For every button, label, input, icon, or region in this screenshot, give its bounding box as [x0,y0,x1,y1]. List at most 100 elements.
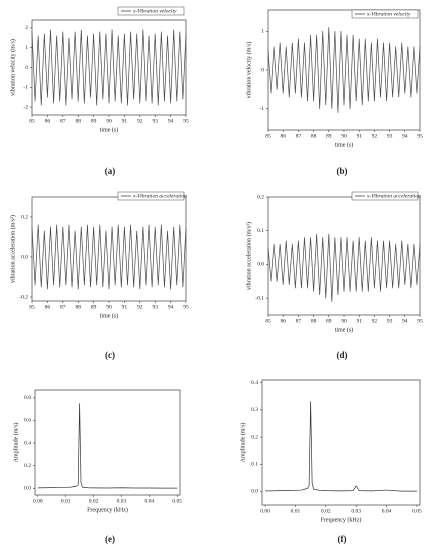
y-tick-label: 0.2 [257,194,264,200]
x-tick-label: 86 [280,133,286,139]
x-tick-label: 88 [311,133,317,139]
y-tick-label: 0.1 [257,228,264,234]
x-tick-label: 0.05 [412,508,422,514]
x-tick-label: 87 [60,118,66,124]
y-tick-label: 0.3 [251,407,258,413]
x-tick-label: 0.03 [351,508,361,514]
x-tick-label: 92 [372,133,378,139]
panel: 0.00 0.01 0.02 0.03 0.04 0.05 0.0 0.2 0.4 0.6 0.8 F… [12,389,182,544]
y-axis-label: Amplitude (m/s) [12,423,19,463]
y-tick-label: 0.0 [257,262,264,268]
signal-line [265,401,417,492]
x-axis-label: time (s) [335,326,354,333]
legend-label: x-Vibration velocity [366,12,411,18]
x-tick-label: 85 [265,318,271,324]
x-tick-label: 85 [29,304,35,310]
x-tick-label: 88 [75,118,81,124]
x-tick-label: 93 [152,304,158,310]
x-tick-label: 90 [106,118,112,124]
signal-line [37,403,178,489]
y-tick-label: 0.2 [251,434,258,440]
y-axis-label: vibration velocity (m/s) [9,39,16,96]
legend-box [117,6,185,16]
x-tick-label: 90 [341,318,347,324]
x-tick-label: 85 [29,118,35,124]
y-tick-label: -0.2 [19,294,28,300]
legend-label: x-Vibration acceleration [366,194,421,200]
x-tick-label: 92 [137,304,143,310]
y-axis-label: vibration acceleration (m/s²) [9,215,16,283]
x-tick-label: 95 [417,318,423,324]
x-tick-label: 86 [45,118,51,124]
x-tick-label: 0.04 [382,508,392,514]
plot-frame [261,379,421,506]
x-tick-label: 90 [106,304,112,310]
x-tick-label: 90 [341,133,347,139]
panel-caption: (b) [337,166,348,176]
legend-box [117,191,185,201]
x-tick-label: 0.03 [117,498,127,504]
x-tick-label: 93 [387,318,393,324]
panel-caption: (e) [105,534,115,544]
x-tick-label: 88 [75,304,81,310]
plot-frame [34,389,181,496]
x-tick-label: 93 [152,118,158,124]
y-tick-label: 0.4 [251,380,258,386]
signal-line [31,29,187,106]
x-axis-label: time (s) [100,312,119,319]
y-tick-label: -1 [259,106,264,112]
signal-line [267,233,421,302]
x-tick-label: 86 [280,318,286,324]
y-tick-label: -2 [23,104,28,110]
signal-line [267,27,421,113]
legend-label: x-Vibration velocity [132,9,177,15]
y-tick-label: 0 [25,65,28,71]
plot-frame [267,196,421,316]
panel-caption: (a) [105,166,116,176]
x-tick-label: 94 [168,118,174,124]
y-tick-label: 0.0 [24,485,31,491]
y-tick-label: 0.1 [251,462,258,468]
x-tick-label: 94 [168,304,174,310]
x-tick-label: 89 [326,133,332,139]
y-axis-label: Amplitude (m/s) [239,423,246,463]
x-tick-label: 91 [122,118,128,124]
x-tick-label: 94 [402,133,408,139]
legend-label: x-Vibration acceleration [132,194,187,200]
y-tick-label: 2 [25,25,28,31]
x-tick-label: 0.00 [260,508,270,514]
x-tick-label: 95 [183,304,189,310]
x-tick-label: 91 [356,133,362,139]
panel: 85 86 87 88 89 90 91 92 93 94 95 1 0 -1 time (s) vibrat… [245,9,423,176]
x-tick-label: 85 [265,133,271,139]
y-tick-label: 0.8 [24,395,31,401]
x-axis-label: time (s) [335,141,354,148]
y-tick-label: -0.1 [255,295,264,301]
x-tick-label: 0.01 [61,498,71,504]
y-tick-label: 0.2 [24,463,31,469]
x-tick-label: 0.01 [291,508,301,514]
y-tick-label: 0 [261,67,264,73]
y-tick-label: 0.0 [251,489,258,495]
x-tick-label: 87 [296,318,302,324]
legend-box [351,9,419,19]
x-tick-label: 93 [387,133,393,139]
x-tick-label: 91 [356,318,362,324]
x-tick-label: 0.02 [321,508,331,514]
y-tick-label: 0.6 [24,418,31,424]
y-tick-label: -1 [23,85,28,91]
panel-caption: (c) [105,350,115,360]
x-tick-label: 88 [311,318,317,324]
x-tick-label: 92 [137,118,143,124]
x-axis-label: Frequency (kHz) [87,506,128,513]
panel-caption: (f) [338,534,347,544]
x-axis-label: Frequency (kHz) [321,516,362,523]
y-axis-label: vibration velocity (m/s) [245,42,252,99]
x-tick-label: 89 [91,304,97,310]
x-tick-label: 87 [296,133,302,139]
x-tick-label: 95 [183,118,189,124]
x-tick-label: 89 [91,118,97,124]
x-tick-label: 87 [60,304,66,310]
x-tick-label: 92 [372,318,378,324]
